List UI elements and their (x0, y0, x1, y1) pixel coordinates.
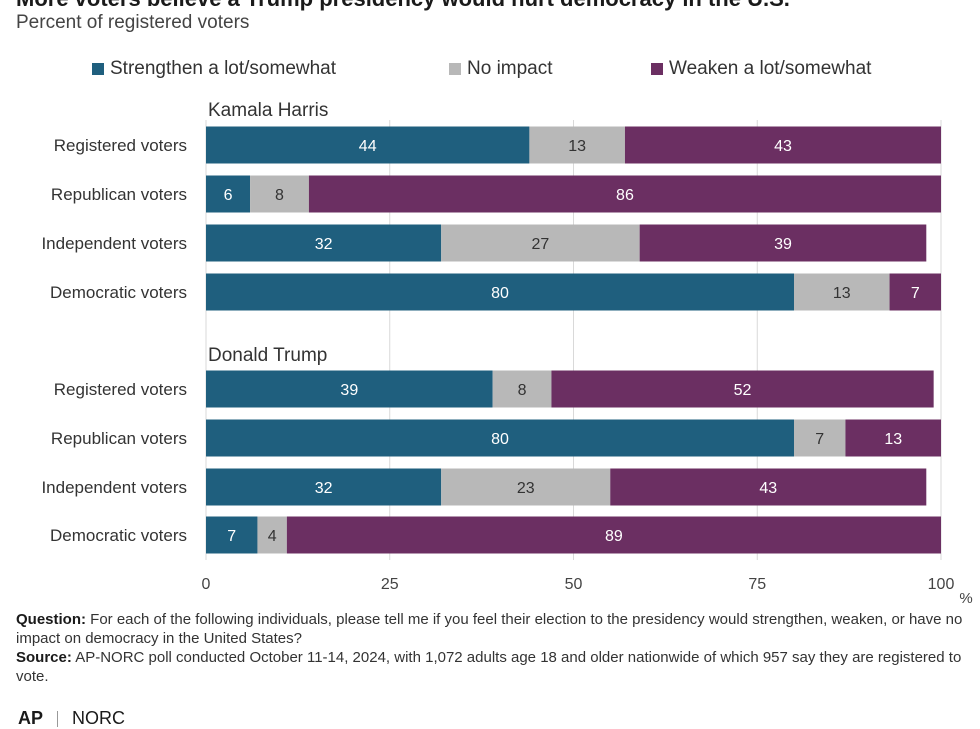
data-label: 80 (491, 285, 509, 302)
legend-swatch-no-impact (449, 63, 461, 75)
bar-segment (794, 273, 890, 311)
data-label: 7 (911, 285, 920, 302)
category-label: Independent voters (41, 234, 187, 253)
bar-segment (492, 370, 552, 408)
category-label: Registered voters (54, 380, 187, 399)
bar-segment (206, 126, 530, 164)
footer-logos: AP NORC (18, 708, 125, 729)
bar-segment (257, 516, 287, 554)
legend-item-strengthen: Strengthen a lot/somewhat (92, 58, 336, 80)
legend: Strengthen a lot/somewhat No impact Weak… (0, 58, 980, 82)
bar-segment (845, 419, 941, 457)
bar-segment (308, 175, 941, 213)
source-label: Source: (16, 649, 72, 666)
bar-segment (250, 175, 309, 213)
bar-segment (794, 419, 846, 457)
x-tick-label: 75 (748, 576, 766, 593)
category-label: Independent voters (41, 478, 187, 497)
ap-logo: AP (18, 708, 44, 728)
category-label: Republican voters (51, 429, 187, 448)
bar-segment (206, 175, 251, 213)
legend-swatch-weaken (651, 63, 663, 75)
group-title-0: Kamala Harris (208, 100, 328, 121)
data-label: 27 (532, 236, 550, 253)
data-label: 39 (340, 382, 358, 399)
logo-separator (57, 711, 59, 728)
data-label: 43 (759, 480, 777, 497)
chart-notes: Question: For each of the following indi… (16, 610, 966, 686)
data-label: 43 (774, 138, 792, 155)
category-label: Democratic voters (50, 283, 187, 302)
source-text: AP-NORC poll conducted October 11-14, 20… (16, 649, 962, 685)
question-label: Question: (16, 611, 86, 628)
data-label: 13 (833, 285, 851, 302)
legend-label-weaken: Weaken a lot/somewhat (669, 58, 872, 79)
bar-segment (889, 273, 941, 311)
data-label: 8 (518, 382, 527, 399)
bar-segment (206, 273, 794, 311)
x-unit-label: % (959, 590, 972, 607)
bar-segment (441, 468, 611, 506)
bar-segment (441, 224, 640, 262)
bar-segment (286, 516, 942, 554)
bar-segment (206, 224, 442, 262)
data-label: 4 (268, 528, 277, 545)
bar-segment (206, 468, 442, 506)
legend-item-no-impact: No impact (449, 58, 553, 80)
data-label: 44 (359, 138, 377, 155)
chart-subtitle: Percent of registered voters (16, 12, 250, 33)
x-tick-label: 25 (381, 576, 399, 593)
data-label: 13 (884, 431, 902, 448)
data-label: 80 (491, 431, 509, 448)
x-tick-label: 100 (928, 576, 955, 593)
data-label: 86 (616, 187, 634, 204)
data-label: 7 (227, 528, 236, 545)
data-label: 7 (815, 431, 824, 448)
source-note: Source: AP-NORC poll conducted October 1… (16, 648, 966, 686)
stacked-bar-chart: Kamala Harris Registered voters 44 13 43 Repu… (41, 100, 972, 607)
bar-segment (624, 126, 941, 164)
data-label: 32 (315, 480, 333, 497)
data-label: 23 (517, 480, 535, 497)
bar-segment (206, 370, 493, 408)
x-tick-label: 0 (202, 576, 211, 593)
data-label: 13 (568, 138, 586, 155)
bar-segment (206, 516, 258, 554)
question-text: For each of the following individuals, p… (16, 611, 963, 647)
data-label: 52 (734, 382, 752, 399)
category-label: Registered voters (54, 136, 187, 155)
data-label: 39 (774, 236, 792, 253)
category-label: Democratic voters (50, 526, 187, 545)
chart-title: More voters believe a Trump presidency w… (16, 0, 790, 12)
bar-segment (529, 126, 625, 164)
data-label: 32 (315, 236, 333, 253)
group-title-1: Donald Trump (208, 345, 327, 366)
question-note: Question: For each of the following indi… (16, 610, 966, 648)
category-label: Republican voters (51, 185, 187, 204)
data-label: 6 (224, 187, 233, 204)
legend-swatch-strengthen (92, 63, 104, 75)
legend-item-weaken: Weaken a lot/somewhat (651, 58, 871, 80)
bar-segment (551, 370, 934, 408)
bar-segment (206, 419, 794, 457)
x-tick-label: 50 (565, 576, 583, 593)
data-label: 8 (275, 187, 284, 204)
bar-segment (610, 468, 927, 506)
norc-logo: NORC (72, 708, 126, 728)
data-label: 89 (605, 528, 623, 545)
legend-label-no-impact: No impact (467, 58, 553, 79)
legend-label-strengthen: Strengthen a lot/somewhat (110, 58, 337, 79)
bar-segment (639, 224, 927, 262)
